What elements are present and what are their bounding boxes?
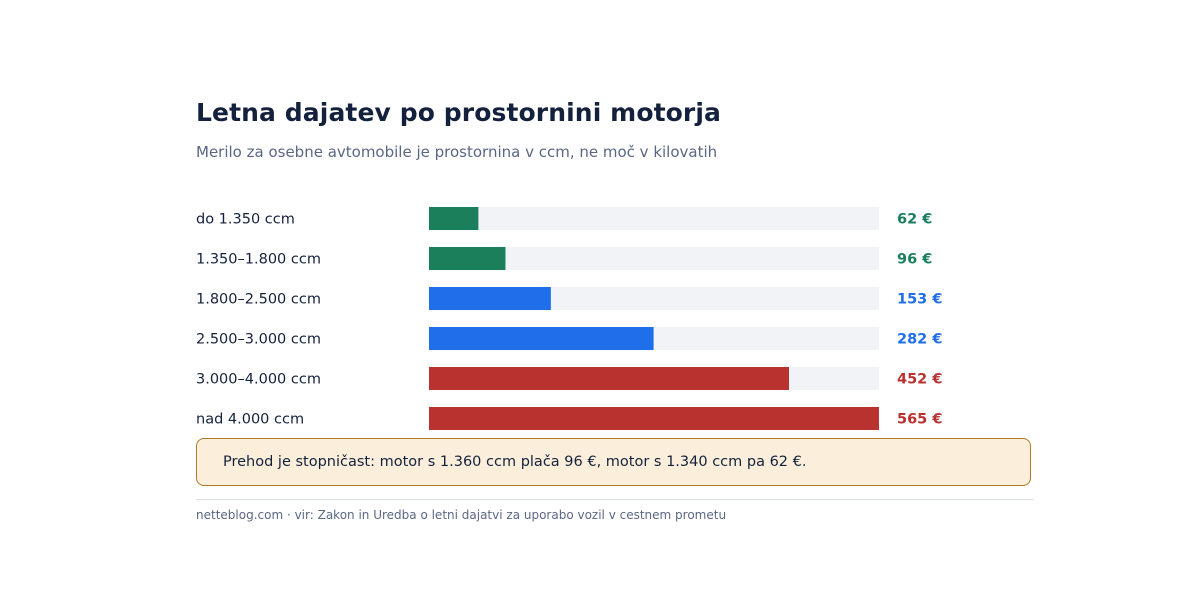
value-label: 96 € <box>897 252 932 268</box>
category-label: 3.000–4.000 ccm <box>196 372 321 388</box>
bar <box>429 367 789 390</box>
category-label: 1.800–2.500 ccm <box>196 292 321 308</box>
value-label: 282 € <box>897 332 942 348</box>
category-label: 2.500–3.000 ccm <box>196 332 321 348</box>
chart-subtitle: Merilo za osebne avtomobile je prostorni… <box>196 143 718 161</box>
value-label: 452 € <box>897 372 942 388</box>
chart-title: Letna dajatev po prostornini motorja <box>196 98 721 127</box>
value-label: 565 € <box>897 412 942 428</box>
bar <box>429 247 506 270</box>
note-box: Prehod je stopničast: motor s 1.360 ccm … <box>196 438 1031 486</box>
value-label: 153 € <box>897 292 942 308</box>
category-label: 1.350–1.800 ccm <box>196 252 321 268</box>
bar <box>429 287 551 310</box>
value-label: 62 € <box>897 212 932 228</box>
bar <box>429 407 879 430</box>
footer-source: netteblog.com · vir: Zakon in Uredba o l… <box>196 508 727 522</box>
category-label: nad 4.000 ccm <box>196 412 304 428</box>
bar-track <box>429 247 879 270</box>
bar <box>429 327 654 350</box>
bar <box>429 207 479 230</box>
bar-track <box>429 207 879 230</box>
note-text: Prehod je stopničast: motor s 1.360 ccm … <box>223 454 807 470</box>
footer-divider <box>196 499 1034 500</box>
category-label: do 1.350 ccm <box>196 212 295 228</box>
